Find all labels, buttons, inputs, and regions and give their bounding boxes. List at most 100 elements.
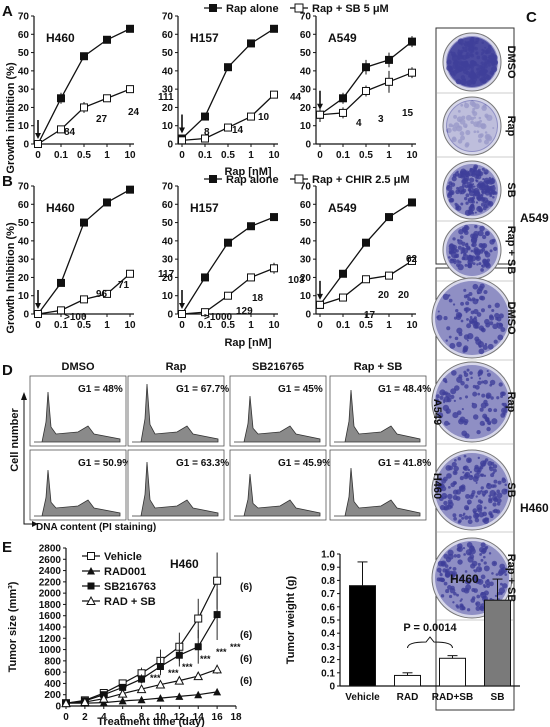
x-tick-label: 0.5 [221, 150, 235, 161]
colony [484, 579, 490, 585]
colony [480, 558, 484, 562]
y-tick-label: 50 [18, 218, 30, 229]
colony [463, 553, 466, 556]
y-tick-label: 70 [18, 12, 30, 23]
x-tick-label: 1 [386, 150, 392, 161]
data-point [193, 671, 204, 681]
y-tick-label: 60 [300, 200, 312, 211]
colony [445, 589, 450, 594]
colony [477, 456, 480, 460]
category-label: RAD+SB [432, 692, 473, 703]
data-point [224, 291, 232, 300]
data-point [362, 63, 370, 72]
ylabel-b: Growth Inhibition (%) [5, 222, 17, 334]
y-tick-label: 40 [300, 236, 312, 247]
y-tick-label: 40 [162, 66, 174, 77]
colony [457, 239, 463, 245]
colony [451, 176, 457, 182]
colony [446, 326, 451, 331]
colony [481, 490, 487, 496]
x-tick-label: 2 [82, 712, 88, 723]
colony [494, 594, 498, 598]
colony [462, 247, 469, 254]
colony [463, 454, 467, 458]
colony [455, 206, 459, 210]
x-tick-label: 8 [139, 712, 145, 723]
colony [481, 247, 486, 252]
y-tick-label: 0.9 [321, 563, 335, 574]
row-label: Rap [505, 116, 517, 137]
colony [452, 470, 458, 476]
colony [476, 298, 479, 302]
data-point [385, 271, 393, 280]
colony [457, 189, 461, 193]
colony [484, 342, 488, 346]
y-tick-label: 10 [162, 121, 174, 132]
colony [452, 244, 455, 247]
colony [451, 570, 457, 577]
colony [485, 483, 493, 490]
data-point [270, 90, 278, 99]
data-point [362, 238, 370, 247]
data-point [57, 278, 65, 287]
colony [475, 384, 480, 390]
colony [436, 315, 440, 319]
bar-rad: RAD [394, 672, 421, 703]
histogram: G1 = 48.4% [329, 375, 431, 447]
y-tick-label: 40 [18, 66, 30, 77]
histogram: G1 = 67.7% [127, 375, 229, 447]
pale-fill [447, 101, 497, 151]
colony [466, 608, 471, 612]
colony [443, 553, 449, 559]
colony [477, 468, 482, 473]
colony [487, 343, 494, 350]
y-tick-label: 2800 [39, 544, 62, 555]
colony [489, 379, 496, 386]
data-label: 62 [406, 254, 418, 265]
data-label: 8 [204, 127, 210, 138]
data-point [103, 35, 111, 44]
g1-label: G1 = 45% [278, 384, 323, 395]
histogram-curve [132, 461, 219, 517]
colony [452, 489, 459, 495]
data-point [98, 693, 109, 703]
colony [492, 323, 498, 330]
colony [457, 456, 462, 461]
colony [480, 308, 485, 313]
colony [435, 394, 440, 399]
colony [493, 492, 497, 496]
y-tick-label: 10 [18, 121, 30, 132]
legend-label: Vehicle [104, 551, 142, 563]
y-tick-label: 60 [18, 30, 30, 41]
colony [473, 414, 479, 420]
y-tick-label: 600 [44, 668, 61, 679]
cell-cycle-histograms: DMSO Rap SB216765 Rap + SB A549 G1 = 48% G1 = … [29, 361, 443, 521]
x-tick-label: 1 [104, 320, 110, 331]
colony [479, 183, 483, 187]
colony [500, 395, 504, 398]
histogram-curve [132, 383, 219, 443]
colony [468, 515, 472, 520]
colony [450, 258, 453, 261]
colony [476, 312, 482, 317]
x-tick-label: 0 [317, 320, 323, 331]
y-tick-label: 20 [300, 273, 312, 284]
colony [485, 545, 489, 550]
colony [465, 242, 469, 246]
colony [446, 473, 452, 479]
colony [475, 179, 479, 183]
data-point [213, 611, 221, 619]
colony [489, 383, 493, 387]
y-tick-label: 20 [162, 273, 174, 284]
x-tick-label: 0.5 [359, 150, 373, 161]
data-point [103, 289, 111, 298]
y-tick-label: 1000 [39, 645, 62, 656]
colony [452, 566, 457, 571]
chart-a-h460: 0 10 20 30 40 50 60 70 0 0.1 0.5 1 10 H460 84 27 24 111 [18, 12, 174, 162]
data-point [408, 256, 416, 265]
colony [480, 486, 484, 490]
colony [452, 513, 457, 518]
legend-item: SB216763 [82, 581, 156, 593]
colony [474, 250, 481, 257]
colony [484, 172, 487, 175]
